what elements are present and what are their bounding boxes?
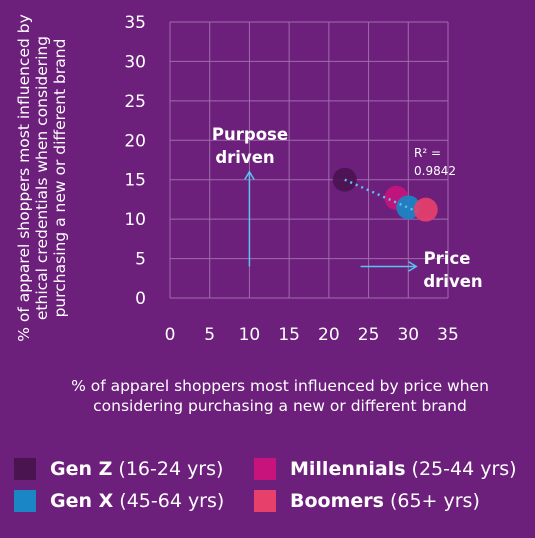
- price-driven-label-line2: driven: [423, 272, 482, 291]
- y-tick-5: 25: [124, 92, 146, 112]
- x-tick-0: 0: [165, 325, 176, 345]
- x-tick-3: 15: [278, 325, 300, 345]
- legend-item-gen-z: Gen Z (16-24 yrs): [14, 458, 223, 480]
- purpose-driven-label-line2: driven: [215, 148, 274, 167]
- legend-swatch-gen-x: [14, 490, 36, 512]
- y-tick-1: 5: [135, 250, 146, 270]
- y-tick-2: 10: [124, 210, 146, 230]
- legend-name-gen-x: Gen X: [50, 490, 114, 512]
- trendline: [344, 178, 417, 213]
- y-tick-labels: 0 5 10 15 20 25 30 35: [124, 13, 146, 309]
- price-arrow-head: [408, 261, 418, 272]
- y-tick-4: 20: [124, 131, 146, 151]
- purpose-arrow: [244, 170, 255, 267]
- x-axis-label: % of apparel shoppers most influenced by…: [71, 377, 489, 415]
- legend: Gen Z (16-24 yrs) Millennials (25-44 yrs…: [0, 454, 535, 534]
- trendline-dotted: [344, 178, 417, 213]
- legend-age-gen-x: (45-64 yrs): [119, 490, 225, 512]
- legend-item-gen-x: Gen X (45-64 yrs): [14, 490, 224, 512]
- point-boomers: [413, 197, 438, 222]
- legend-age-gen-z: (16-24 yrs): [118, 458, 224, 480]
- legend-swatch-gen-z: [14, 458, 36, 480]
- y-tick-7: 35: [124, 13, 146, 33]
- price-arrow: [360, 261, 418, 272]
- legend-item-millennials: Millennials (25-44 yrs): [254, 458, 517, 480]
- x-tick-7: 35: [437, 325, 459, 345]
- legend-name-millennials: Millennials: [290, 458, 406, 480]
- y-axis-label: % of apparel shoppers most influenced by…: [15, 14, 69, 342]
- legend-age-millennials: (25-44 yrs): [411, 458, 517, 480]
- legend-swatch-boomers: [254, 490, 276, 512]
- x-tick-4: 20: [318, 325, 340, 345]
- legend-item-boomers: Boomers (65+ yrs): [254, 490, 480, 512]
- purpose-arrow-head: [244, 170, 255, 180]
- x-tick-labels: 0 5 10 15 20 25 30 35: [165, 325, 459, 345]
- x-tick-6: 30: [397, 325, 419, 345]
- price-driven-label-line1: Price: [424, 249, 471, 268]
- legend-age-boomers: (65+ yrs): [389, 490, 480, 512]
- direction-arrows: [244, 170, 418, 272]
- y-tick-6: 30: [124, 52, 146, 72]
- grid-lines: [169, 21, 449, 299]
- legend-swatch-millennials: [254, 458, 276, 480]
- x-tick-1: 5: [204, 325, 215, 345]
- legend-name-gen-z: Gen Z: [50, 458, 113, 480]
- legend-name-boomers: Boomers: [290, 490, 384, 512]
- x-tick-5: 25: [358, 325, 380, 345]
- scatter-chart: 0 5 10 15 20 25 30 35 0 5 10 15 20 25 30 35 Purpose dr…: [124, 13, 482, 345]
- r-squared-label: R² =: [414, 146, 441, 160]
- y-tick-0: 0: [135, 289, 146, 309]
- r-squared-value: 0.9842: [414, 164, 456, 178]
- y-tick-3: 15: [124, 171, 146, 191]
- x-tick-2: 10: [239, 325, 261, 345]
- point-gen-x: [396, 195, 421, 220]
- purpose-driven-label-line1: Purpose: [212, 125, 288, 144]
